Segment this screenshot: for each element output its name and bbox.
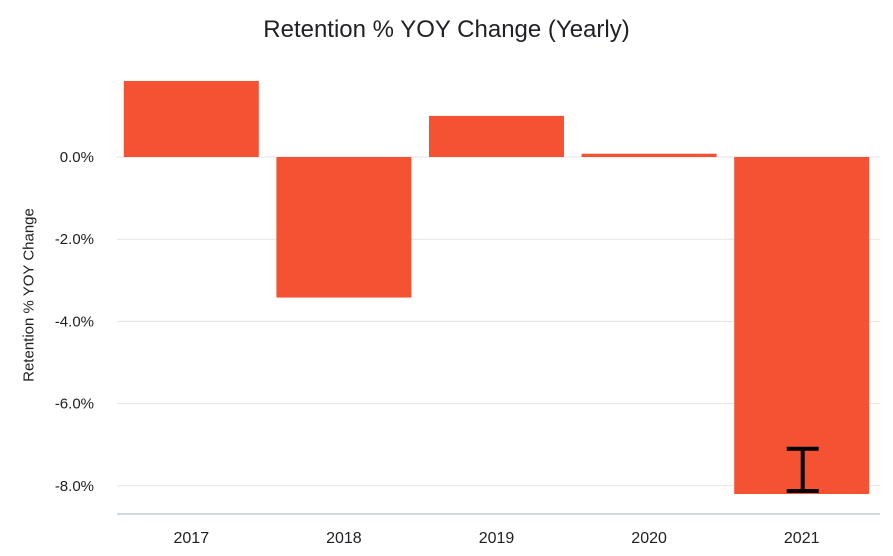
bar (734, 157, 870, 495)
bar (429, 115, 564, 157)
y-tick-label: -8.0% (55, 478, 94, 495)
x-tick-label: 2020 (631, 530, 667, 547)
x-tick-label: 2017 (174, 530, 210, 547)
y-tick-label: -6.0% (55, 396, 94, 413)
x-tick-label: 2021 (784, 530, 820, 547)
bar (581, 153, 717, 157)
y-tick-label: -4.0% (55, 313, 94, 330)
bar (276, 157, 412, 298)
y-tick-label: 0.0% (60, 149, 94, 166)
x-tick-label: 2019 (479, 530, 515, 547)
chart-title: Retention % YOY Change (Yearly) (263, 16, 630, 43)
bar (123, 80, 259, 157)
y-tick-label: -2.0% (55, 231, 94, 248)
x-tick-label: 2018 (326, 530, 362, 547)
